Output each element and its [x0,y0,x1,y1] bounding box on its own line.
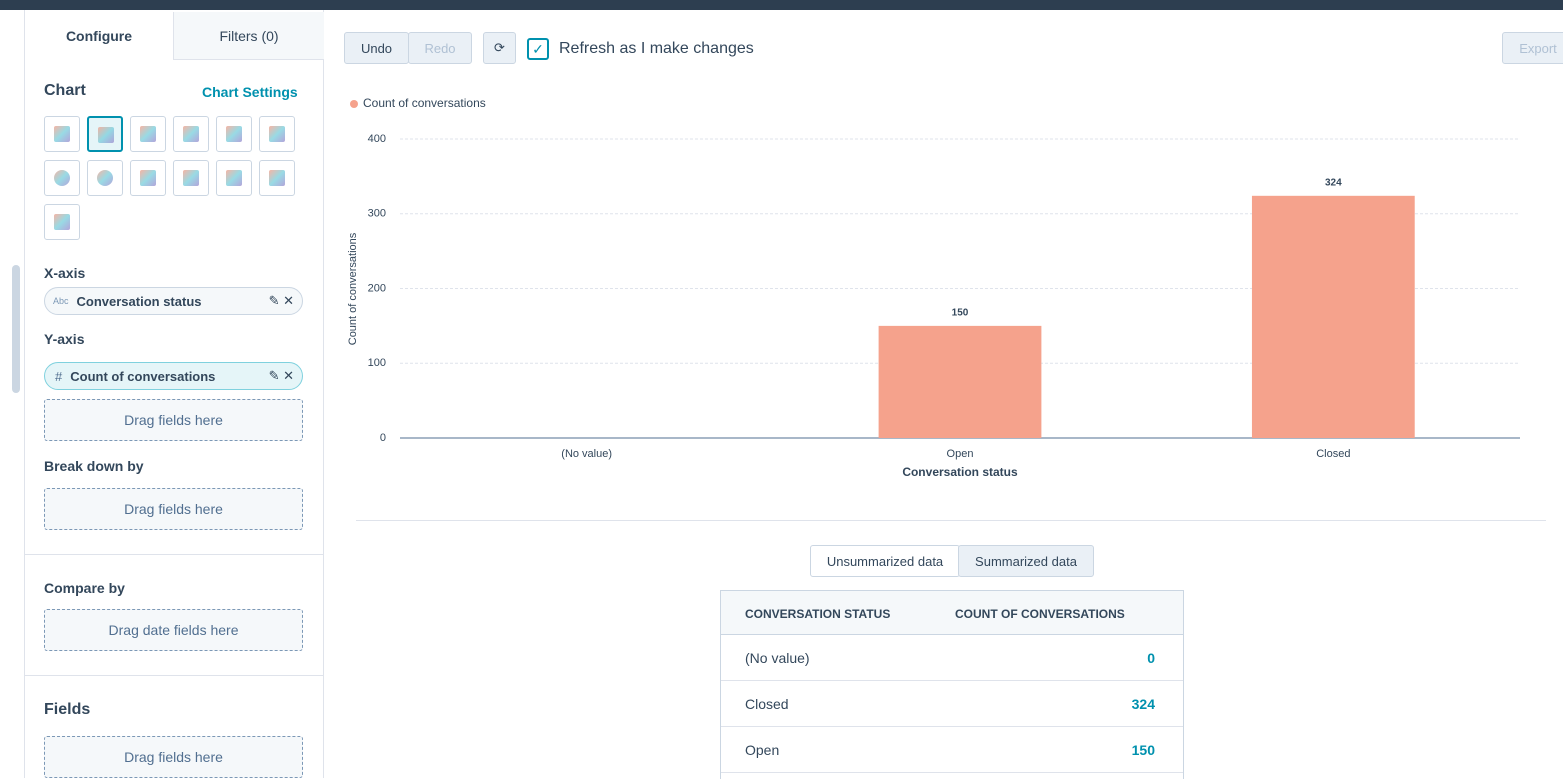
chart-type-icon[interactable] [259,116,295,152]
chart-type-icon[interactable] [44,204,80,240]
sidebar [25,10,324,778]
table-value: 324 [1131,696,1155,712]
field-pill[interactable]: # Count of conversations ✎ ✕ [44,362,303,390]
chart-type-icon[interactable] [173,116,209,152]
chart-type-icon[interactable] [259,160,295,196]
x-tick-label: Open [947,448,974,460]
checkbox-label: Refresh as I make changes [559,40,754,57]
refresh-button[interactable]: ⟳ [483,32,516,64]
table-header[interactable]: CONVERSATION STATUS [745,607,891,621]
x-axis-title: Conversation status [902,465,1018,479]
chart-type-icon[interactable] [87,116,123,152]
y-tick-label: 200 [368,282,386,294]
checkbox[interactable]: ✓ [527,38,549,60]
pill-actions[interactable]: ✎ ✕ [268,368,294,383]
chart-type-icon[interactable] [216,160,252,196]
export-button[interactable]: Export [1502,32,1563,64]
bar [1251,195,1415,438]
section-heading: Fields [44,701,91,718]
drop-zone[interactable]: Drag date fields here [44,609,303,651]
toggle-button[interactable]: Summarized data [958,545,1094,577]
field-type: # [55,368,63,384]
data-label: 150 [952,308,969,319]
drop-zone[interactable]: Drag fields here [44,488,303,530]
table-value: 0 [1147,650,1155,666]
section-heading: X-axis [44,265,86,281]
top-bar [0,0,1563,10]
chart-type-icon[interactable] [44,116,80,152]
row-divider [721,680,1183,681]
section-heading: Y-axis [44,331,85,347]
row-divider [721,772,1183,773]
chart-type-icon[interactable] [87,160,123,196]
table-value: 150 [1131,742,1155,758]
field-pill[interactable]: Abc Conversation status ✎ ✕ [44,287,303,315]
field-name: Conversation status [76,293,202,309]
table-cell: Closed [745,696,789,712]
toggle-button[interactable]: Unsummarized data [810,545,960,577]
table-cell: Open [745,742,780,758]
tab[interactable]: Configure [65,28,133,44]
pill-actions[interactable]: ✎ ✕ [268,293,294,308]
divider [356,520,1546,521]
row-divider [721,726,1183,727]
x-tick-label: Closed [1316,448,1350,460]
y-axis-title: Count of conversations [347,232,359,345]
y-tick-label: 400 [368,133,386,145]
chart-type-icon[interactable] [216,116,252,152]
scrollbar[interactable] [12,265,20,393]
chart: Conversation status Count of conversatio… [332,95,1563,495]
field-name: Count of conversations [70,368,216,384]
table-header[interactable]: COUNT OF CONVERSATIONS [955,607,1125,621]
link[interactable]: Chart Settings [202,84,298,100]
section-heading: Chart [44,82,86,99]
table-header-row [721,591,1183,635]
data-table: CONVERSATION STATUS COUNT OF CONVERSATION… [720,590,1184,779]
chart-type-icon[interactable] [173,160,209,196]
field-type: Abc [53,296,69,306]
y-tick-label: 0 [380,432,386,444]
left-strip [0,10,25,778]
x-tick-label: (No value) [561,448,612,460]
bar [878,325,1042,438]
undo-button[interactable]: Undo [344,32,409,64]
tab[interactable]: Filters (0) [173,12,324,60]
y-tick-label: 300 [368,208,386,220]
divider [25,675,323,676]
legend-label: Count of conversations [363,96,486,110]
legend-marker [350,100,358,108]
data-label: 324 [1325,177,1342,188]
redo-button[interactable]: Redo [408,32,472,64]
drop-zone[interactable]: Drag fields here [44,736,303,778]
section-heading: Compare by [44,580,125,596]
y-tick-label: 100 [368,357,386,369]
chart-type-icon[interactable] [130,160,166,196]
section-heading: Break down by [44,458,144,474]
table-cell: (No value) [745,650,810,666]
chart-type-icon[interactable] [130,116,166,152]
drop-zone[interactable]: Drag fields here [44,399,303,441]
chart-type-icon[interactable] [44,160,80,196]
divider [25,554,323,555]
